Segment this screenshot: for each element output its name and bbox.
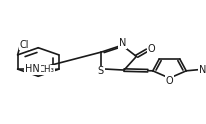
Text: S: S (97, 66, 103, 76)
Text: HN: HN (25, 64, 40, 74)
Text: O: O (147, 44, 154, 54)
Text: O: O (165, 76, 172, 86)
Text: CH₃: CH₃ (38, 65, 54, 74)
Text: N: N (118, 38, 126, 48)
Text: N: N (198, 65, 205, 75)
Text: Cl: Cl (20, 40, 29, 50)
